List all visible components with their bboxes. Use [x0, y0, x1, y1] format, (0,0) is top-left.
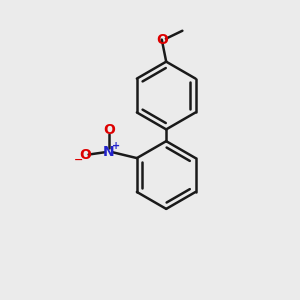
Text: −: − — [74, 155, 83, 165]
Text: O: O — [103, 123, 115, 137]
Text: O: O — [156, 33, 168, 46]
Text: +: + — [112, 141, 120, 151]
Text: O: O — [79, 148, 91, 162]
Text: N: N — [103, 145, 115, 159]
